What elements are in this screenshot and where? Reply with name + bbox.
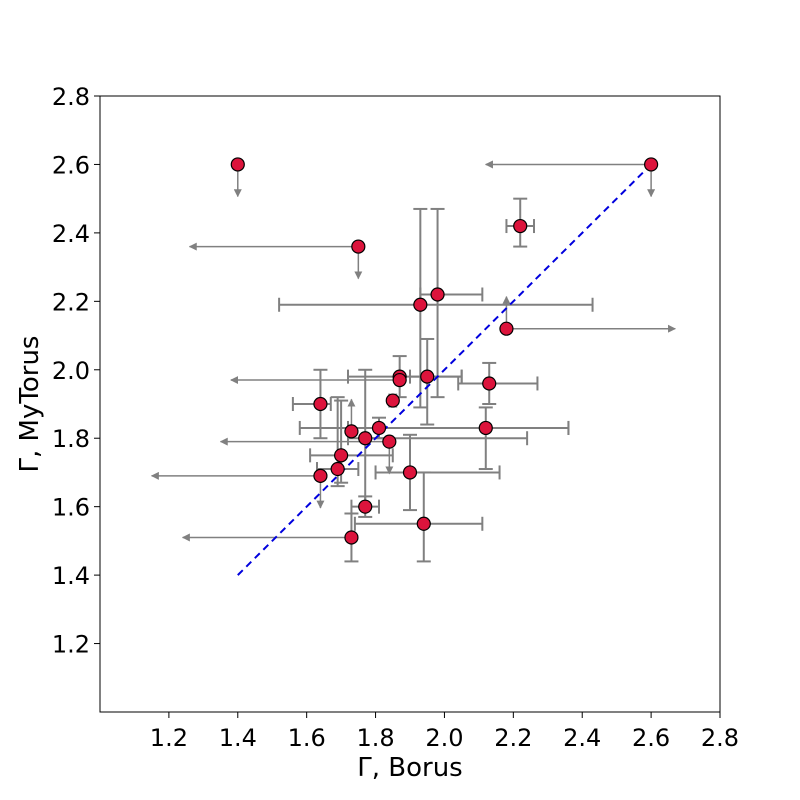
data-point [482,376,497,391]
reference-line [237,163,652,576]
y-tick-label: 1.6 [52,494,90,522]
data-point [382,434,397,449]
data-point [416,516,431,531]
data-point [358,431,373,446]
data-point [499,321,514,336]
x-tick-label: 2.2 [494,724,532,752]
y-axis-ticks: 1.2 1.4 1.6 1.8 2.0 2.2 2.4 2.6 2.8 [52,83,100,659]
data-point [644,157,659,172]
data-point [392,372,407,388]
data-point [330,461,345,477]
data-point [430,287,445,302]
data-point [344,530,359,545]
y-tick-label: 2.8 [52,83,90,111]
y-axis-label: Γ, MyTorus [15,336,45,473]
data-point [344,424,359,439]
plot-frame [99,95,721,713]
data-points-layer [230,157,659,545]
y-tick-label: 1.2 [52,631,90,659]
data-point [385,393,400,408]
data-point [420,369,435,384]
y-tick-label: 2.6 [52,151,90,179]
x-tick-label: 2.6 [632,724,670,752]
x-tick-label: 2.0 [425,724,463,752]
x-axis-ticks: 1.2 1.4 1.6 1.8 2.0 2.2 2.4 2.6 2.8 [150,712,739,752]
x-tick-label: 1.8 [356,724,394,752]
y-tick-label: 2.2 [52,288,90,316]
data-point [351,239,366,254]
data-point [402,465,418,480]
data-point [478,420,493,436]
data-point [371,420,387,436]
y-tick-label: 2.0 [52,357,90,385]
y-tick-label: 1.8 [52,425,90,453]
x-tick-label: 2.8 [701,724,739,752]
limit-arrows-layer [150,160,677,542]
x-tick-label: 1.4 [219,724,257,752]
x-tick-label: 2.4 [563,724,601,752]
data-point [358,499,373,514]
x-tick-label: 1.6 [288,724,326,752]
data-point [334,448,349,463]
data-point [513,218,528,234]
data-point [313,468,328,483]
y-tick-label: 2.4 [52,220,90,248]
data-point [413,297,428,312]
data-point [313,396,328,412]
data-point [230,157,245,172]
x-axis-label: Γ, Borus [357,753,462,783]
y-tick-label: 1.4 [52,562,90,590]
x-tick-label: 1.2 [150,724,188,752]
